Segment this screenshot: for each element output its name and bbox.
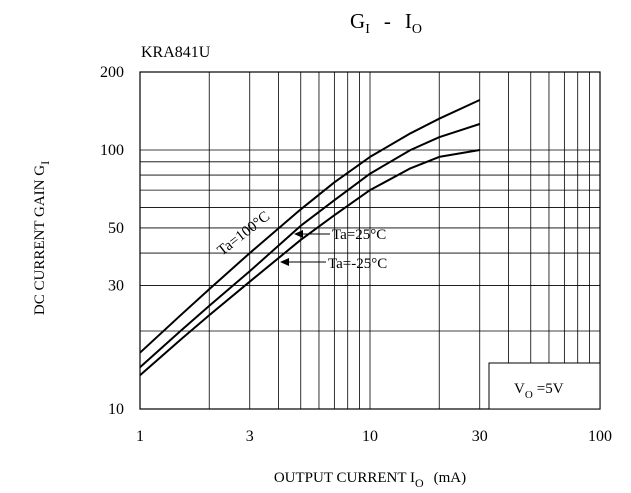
series-line-100c — [139, 99, 481, 354]
x-tick-label: 30 — [472, 428, 488, 445]
series-label-25c: Ta=25°C — [332, 227, 386, 243]
chart-title: GI - IO — [350, 9, 422, 37]
condition-label: VO =5V — [514, 381, 564, 401]
x-tick-label: 10 — [362, 428, 378, 445]
x-tick-label: 100 — [588, 428, 612, 445]
y-tick-label: 10 — [108, 401, 124, 418]
series-arrow-25c — [294, 230, 303, 238]
x-tick-label: 1 — [136, 428, 144, 445]
y-tick-label: 200 — [100, 64, 124, 81]
chart-subtitle: KRA841U — [141, 44, 211, 61]
series-label-100c: Ta=100°C — [215, 209, 274, 260]
tick-labels: 1 3 10 30 100 10 30 50 100 200 — [100, 64, 612, 445]
series-line-m25c — [139, 149, 480, 376]
x-tick-label: 3 — [246, 428, 254, 445]
x-axis-label: OUTPUT CURRENT IO (mA) — [274, 470, 466, 490]
grid — [140, 72, 600, 409]
y-tick-label: 30 — [108, 277, 124, 294]
series-lines — [139, 99, 481, 376]
plot-frame — [139, 71, 601, 410]
series-line-25c — [139, 123, 481, 368]
series-label-m25c: Ta=-25°C — [328, 256, 387, 272]
y-tick-label: 50 — [108, 220, 124, 237]
condition-box — [488, 362, 601, 410]
series-arrow-m25c — [280, 258, 289, 266]
y-tick-label: 100 — [100, 142, 124, 159]
y-axis-label: DC CURRENT GAIN GI — [32, 161, 52, 315]
